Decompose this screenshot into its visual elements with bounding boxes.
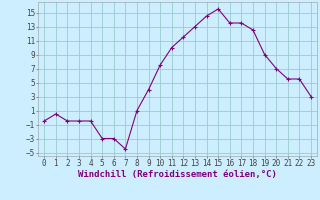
- X-axis label: Windchill (Refroidissement éolien,°C): Windchill (Refroidissement éolien,°C): [78, 170, 277, 179]
